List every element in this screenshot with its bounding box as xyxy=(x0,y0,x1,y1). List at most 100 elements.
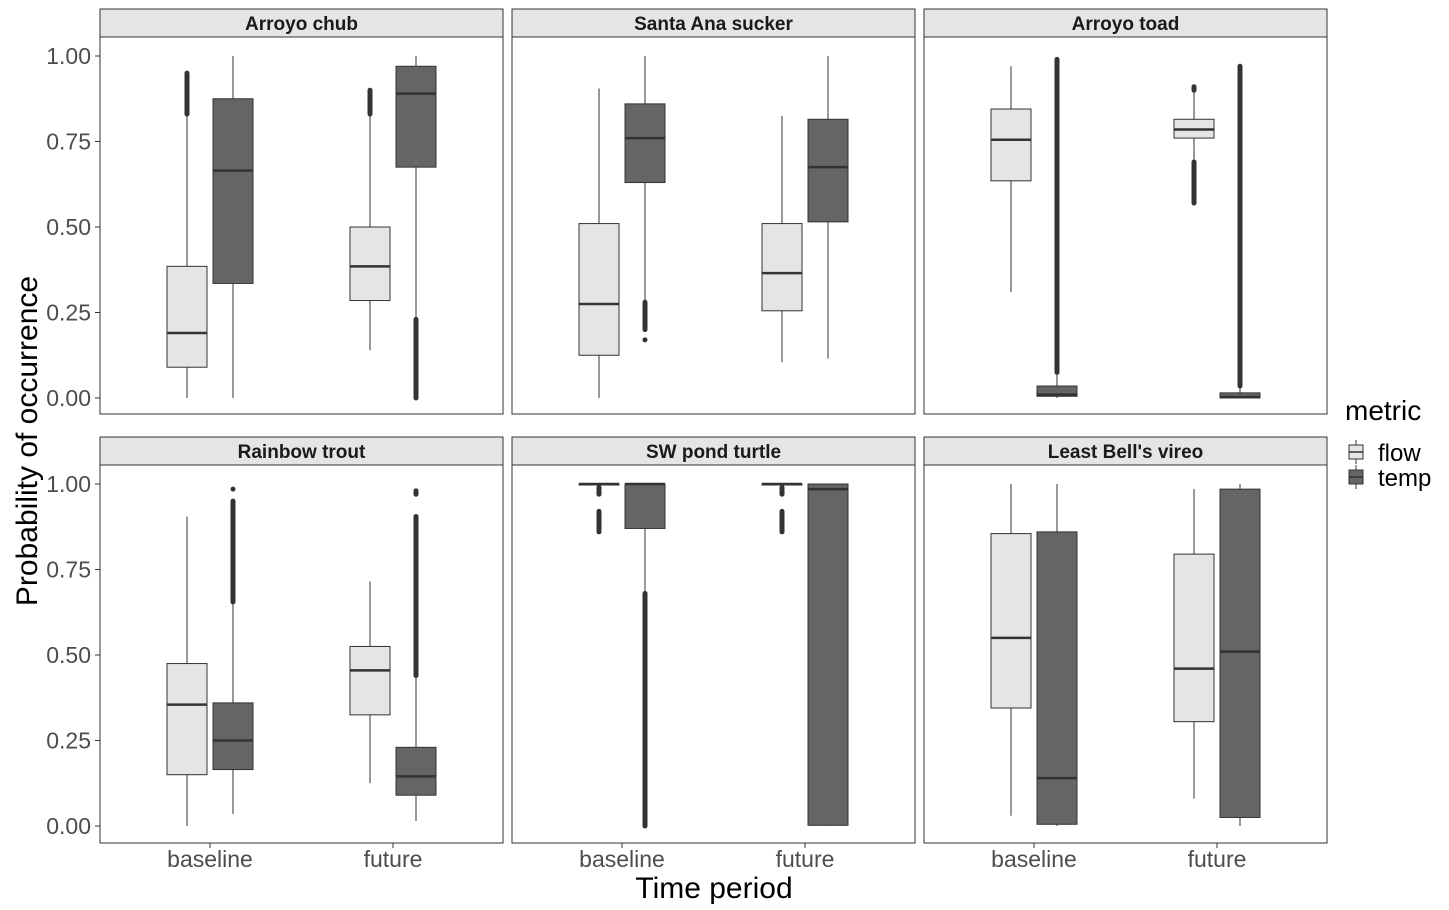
legend-key-flow xyxy=(1348,440,1364,464)
outlier-points xyxy=(779,508,785,535)
box-flow-baseline xyxy=(578,88,620,398)
outlier-points xyxy=(1054,56,1060,375)
box-flow-baseline xyxy=(166,516,208,826)
box-temp-future xyxy=(1219,63,1261,399)
panel-strip-title: Arroyo chub xyxy=(245,14,358,35)
y-axis-title: Probability of occurrence xyxy=(11,276,44,606)
y-tick-label: 0.00 xyxy=(46,385,91,411)
box-temp-future xyxy=(807,56,849,359)
box-flow-future xyxy=(349,581,391,784)
outlier-points xyxy=(1191,159,1197,206)
panel-strip xyxy=(99,436,504,466)
panel-strip-title: Rainbow trout xyxy=(238,442,366,463)
panel-strip-title: Santa Ana sucker xyxy=(634,14,793,35)
box-flow-future xyxy=(349,87,391,351)
outlier-points xyxy=(413,488,419,497)
y-tick-label: 0.25 xyxy=(46,300,91,326)
box-flow-future xyxy=(1173,84,1215,206)
y-tick-label: 0.25 xyxy=(46,728,91,754)
panel-arroyo-chub: Arroyo chub 0.00 0.25 0.50 0.75 1.00 xyxy=(46,8,504,415)
y-tick-label: 0.75 xyxy=(46,129,91,155)
panel-background xyxy=(512,37,915,414)
outlier-point xyxy=(230,486,236,492)
box-body xyxy=(395,746,437,796)
outlier-points xyxy=(642,299,648,333)
y-tick-label: 0.00 xyxy=(46,813,91,839)
panel-least-bell-s-vireo: Least Bell's vireo baseline future xyxy=(923,436,1328,872)
y-tick-label: 0.50 xyxy=(46,642,91,668)
y-tick-label: 1.00 xyxy=(46,471,91,497)
box-temp-baseline xyxy=(624,56,666,343)
box-flow-future xyxy=(761,115,803,363)
box-flow-baseline xyxy=(166,70,208,398)
panel-border xyxy=(99,36,504,415)
box-body xyxy=(990,533,1032,709)
panel-background xyxy=(924,37,1327,414)
box-body xyxy=(166,265,208,368)
box-body xyxy=(807,118,849,223)
panel-sw-pond-turtle: SW pond turtle baseline future xyxy=(511,436,916,872)
outlier-points xyxy=(596,508,602,535)
outlier-points xyxy=(230,498,236,605)
box-body xyxy=(624,483,666,529)
legend-title: metric xyxy=(1345,395,1421,426)
box-body xyxy=(349,226,391,302)
outlier-points xyxy=(184,70,190,117)
box-flow-baseline xyxy=(990,484,1032,816)
panel-border xyxy=(923,464,1328,844)
panel-santa-ana-sucker: Santa Ana sucker xyxy=(511,8,916,415)
box-temp-future xyxy=(395,488,437,821)
legend-label: flow xyxy=(1378,440,1421,467)
legend-label: temp xyxy=(1378,465,1431,492)
y-tick-label: 0.75 xyxy=(46,557,91,583)
outlier-point xyxy=(642,337,648,343)
box-flow-baseline xyxy=(578,482,620,535)
box-body xyxy=(349,645,391,716)
box-body xyxy=(1036,531,1078,825)
outlier-points xyxy=(1191,84,1197,93)
box-body xyxy=(1219,488,1261,818)
box-temp-baseline xyxy=(1036,484,1078,826)
box-body xyxy=(395,65,437,168)
x-tick-label: future xyxy=(1188,846,1247,872)
box-flow-baseline xyxy=(990,66,1032,292)
box-body xyxy=(761,223,803,312)
panel-rainbow-trout: Rainbow trout 0.00 0.25 0.50 0.75 1.00 baselin… xyxy=(46,436,504,872)
box-temp-baseline xyxy=(212,56,254,398)
panel-strip xyxy=(923,436,1328,466)
box-temp-baseline xyxy=(1036,56,1078,398)
box-flow-future xyxy=(1173,489,1215,799)
box-temp-baseline xyxy=(624,482,666,829)
x-tick-label: future xyxy=(364,846,423,872)
outlier-points xyxy=(779,484,785,497)
box-body xyxy=(166,663,208,776)
x-tick-label: baseline xyxy=(167,846,253,872)
panel-border xyxy=(511,36,916,415)
box-body xyxy=(990,108,1032,182)
box-temp-future xyxy=(395,56,437,401)
box-temp-future xyxy=(807,483,849,826)
panel-background xyxy=(100,465,503,843)
box-body xyxy=(807,483,849,826)
panel-strip xyxy=(511,436,916,466)
panel-strip-title: SW pond turtle xyxy=(646,442,781,463)
panel-background xyxy=(924,465,1327,843)
x-tick-label: future xyxy=(776,846,835,872)
panel-border xyxy=(511,464,916,844)
panel-strip xyxy=(99,8,504,38)
legend-key-temp xyxy=(1348,465,1364,489)
x-tick-label: baseline xyxy=(579,846,665,872)
box-body xyxy=(212,98,254,284)
outlier-points xyxy=(413,513,419,679)
panel-border xyxy=(923,36,1328,415)
box-body xyxy=(624,103,666,184)
outlier-points xyxy=(413,316,419,401)
panel-arroyo-toad: Arroyo toad xyxy=(923,8,1328,415)
box-body xyxy=(578,223,620,356)
box-flow-future xyxy=(761,482,803,535)
box-body xyxy=(212,702,254,771)
outlier-points xyxy=(642,590,648,829)
